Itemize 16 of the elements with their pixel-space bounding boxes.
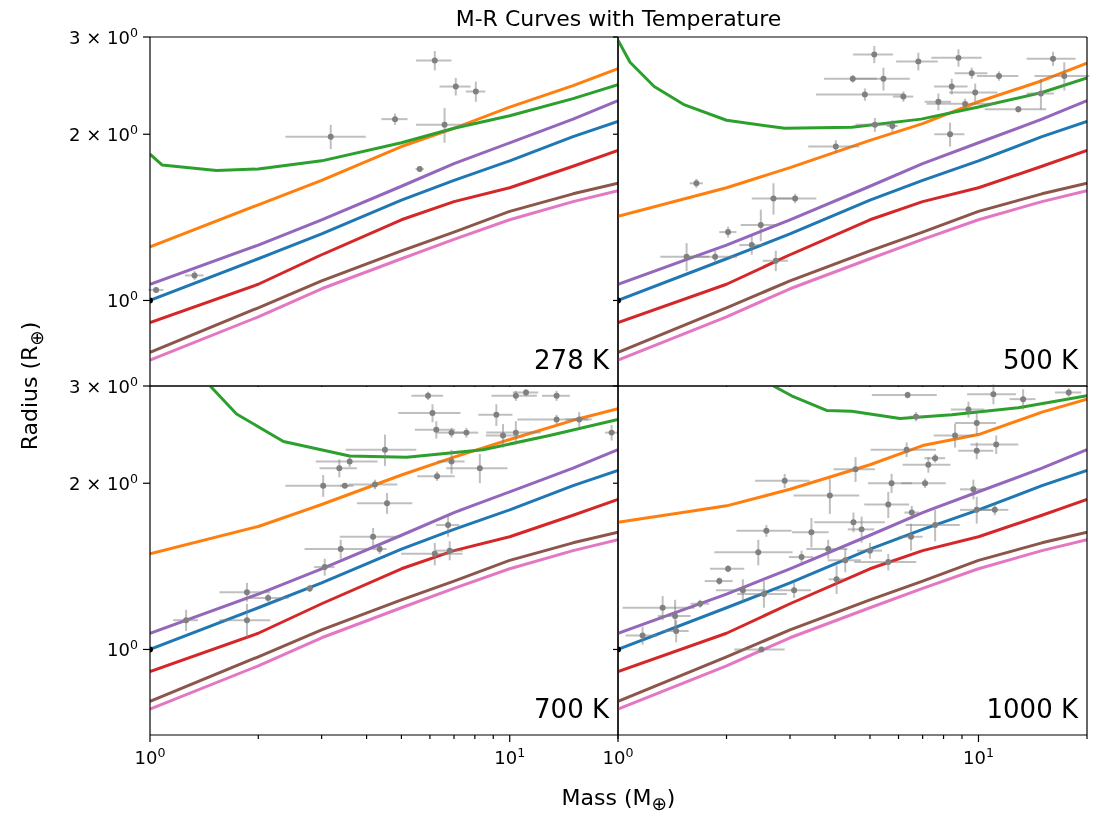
y-tick-label: 10$^{0}$ [107,287,138,312]
x-tick-label: 10$^{1}$ [494,744,526,768]
x-tick-label: 10$^{0}$ [602,744,634,768]
chart-title: M-R Curves with Temperature [454,6,783,31]
y-tick-label: 2 × 10$^{0}$ [69,121,138,146]
x-axis-title: Mass (M$_{⊕}$) [560,785,677,815]
y-tick-label: 10$^{0}$ [107,636,138,661]
y-tick-label: 3 × 10$^{0}$ [69,373,138,397]
annotation: 278 K [534,345,609,375]
y-tick-label: 3 × 10$^{0}$ [69,24,138,48]
x-tick-label: 10$^{1}$ [963,744,994,768]
y-tick-label: 2 × 10$^{0}$ [69,470,138,495]
x-tick-label: 10$^{0}$ [134,744,166,768]
annotation: 1000 K [986,694,1078,724]
annotation: 500 K [1003,345,1078,375]
annotation: 700 K [534,694,609,724]
